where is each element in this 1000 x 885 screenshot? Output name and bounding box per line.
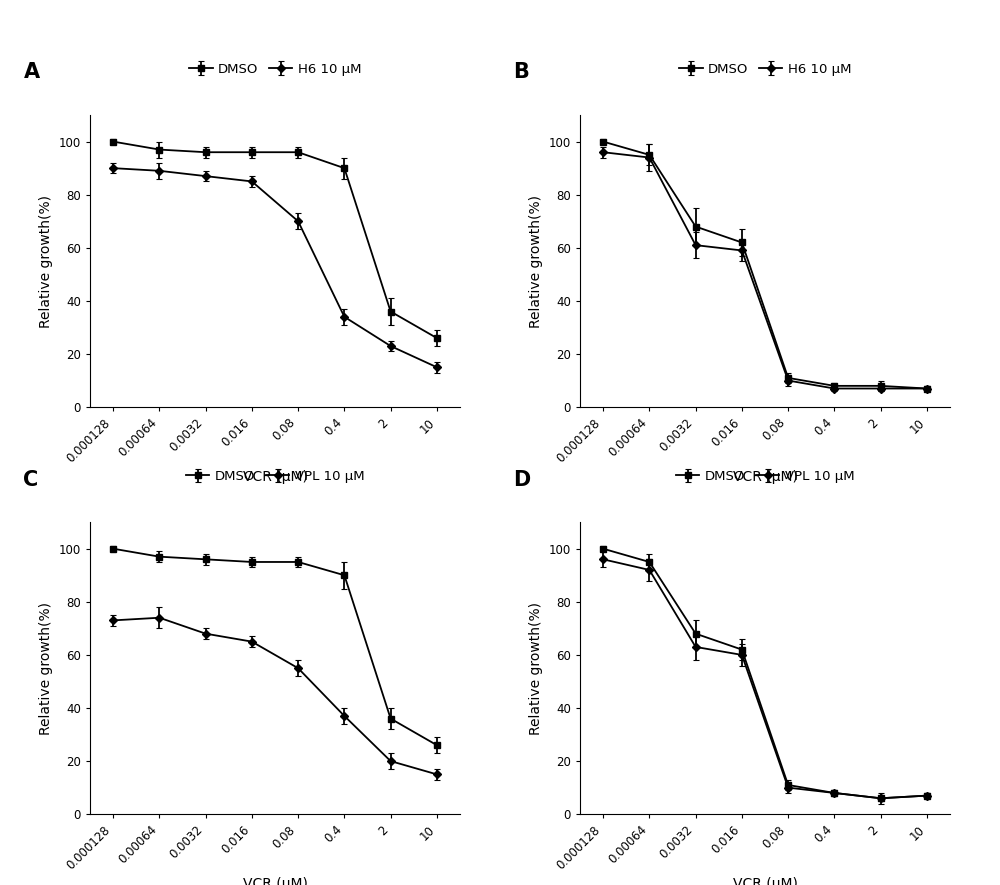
Text: A: A xyxy=(23,63,40,82)
Legend: DMSO, VPL 10 μM: DMSO, VPL 10 μM xyxy=(180,465,370,488)
Legend: DMSO, H6 10 μM: DMSO, H6 10 μM xyxy=(183,58,367,81)
Legend: DMSO, VPL 10 μM: DMSO, VPL 10 μM xyxy=(670,465,860,488)
Text: D: D xyxy=(513,470,531,489)
Y-axis label: Relative growth(%): Relative growth(%) xyxy=(39,195,53,327)
X-axis label: VCR (μM): VCR (μM) xyxy=(733,877,797,885)
X-axis label: VCR (μM): VCR (μM) xyxy=(243,877,307,885)
Y-axis label: Relative growth(%): Relative growth(%) xyxy=(39,602,53,735)
Legend: DMSO, H6 10 μM: DMSO, H6 10 μM xyxy=(673,58,857,81)
Y-axis label: Relative growth(%): Relative growth(%) xyxy=(529,602,543,735)
Y-axis label: Relative growth(%): Relative growth(%) xyxy=(529,195,543,327)
Text: B: B xyxy=(513,63,529,82)
X-axis label: VCR (μM): VCR (μM) xyxy=(733,470,797,484)
Text: C: C xyxy=(23,470,39,489)
X-axis label: VCR (μM): VCR (μM) xyxy=(243,470,307,484)
